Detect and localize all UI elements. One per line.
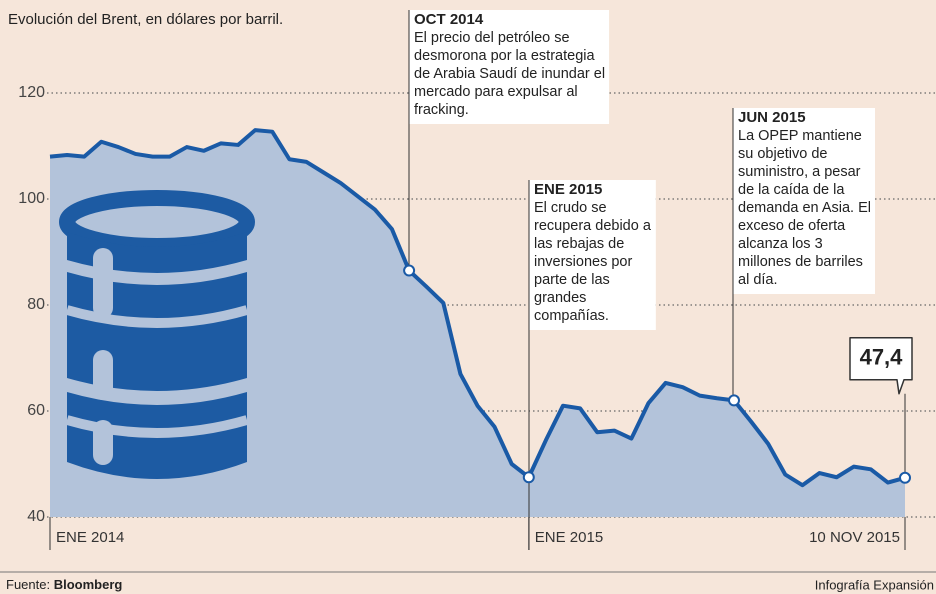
value-label: 47,4 [860, 345, 904, 370]
annotation-title: ENE 2015 [534, 181, 602, 198]
point-marker [900, 473, 910, 483]
annotation-text: compañías. [534, 308, 609, 324]
barrel-icon [67, 198, 247, 479]
annotation-text: mercado para expulsar al [414, 84, 578, 100]
annotation-text: El precio del petróleo se [414, 30, 570, 46]
y-tick-label: 80 [27, 296, 45, 313]
source: Fuente: Bloomberg [6, 577, 122, 592]
annotation-text: parte de las [534, 272, 610, 288]
annotation-text: suministro, a pesar [738, 164, 861, 180]
annotation-text: fracking. [414, 102, 469, 118]
y-tick-label: 120 [18, 84, 45, 101]
annotation-text: alcanza los 3 [738, 236, 823, 252]
y-tick-label: 100 [18, 190, 45, 207]
annotation-text: inversiones por [534, 254, 632, 270]
x-tick-label: ENE 2014 [56, 529, 124, 546]
chart-title: Evolución del Brent, en dólares por barr… [8, 11, 283, 28]
chart: Evolución del Brent, en dólares por barr… [0, 0, 936, 594]
annotation-text: recupera debido a [534, 218, 652, 234]
annotation-text: desmorona por la estrategia [414, 48, 595, 64]
y-tick-label: 60 [27, 402, 45, 419]
credit: Infografía Expansión [815, 577, 934, 592]
point-marker [729, 395, 739, 405]
source-label: Fuente: [6, 577, 50, 592]
annotation-text: millones de barriles [738, 254, 863, 270]
annotation-text: de la caída de la [738, 182, 845, 198]
annotation-text: al día. [738, 272, 778, 288]
x-tick-label: 10 NOV 2015 [809, 529, 900, 546]
annotation-title: JUN 2015 [738, 109, 806, 126]
annotation-text: su objetivo de [738, 146, 827, 162]
y-tick-label: 40 [27, 508, 45, 525]
annotation-text: La OPEP mantiene [738, 128, 862, 144]
annotation-text: exceso de oferta [738, 218, 846, 234]
annotation-title: OCT 2014 [414, 11, 484, 28]
annotation-text: El crudo se [534, 200, 607, 216]
point-marker [404, 266, 414, 276]
source-name: Bloomberg [54, 577, 123, 592]
annotation-text: grandes [534, 290, 586, 306]
annotation-text: demanda en Asia. El [738, 200, 871, 216]
point-marker [524, 472, 534, 482]
annotation-text: las rebajas de [534, 236, 624, 252]
annotation-text: de Arabia Saudí de inundar el [414, 66, 605, 82]
x-tick-label: ENE 2015 [535, 529, 603, 546]
